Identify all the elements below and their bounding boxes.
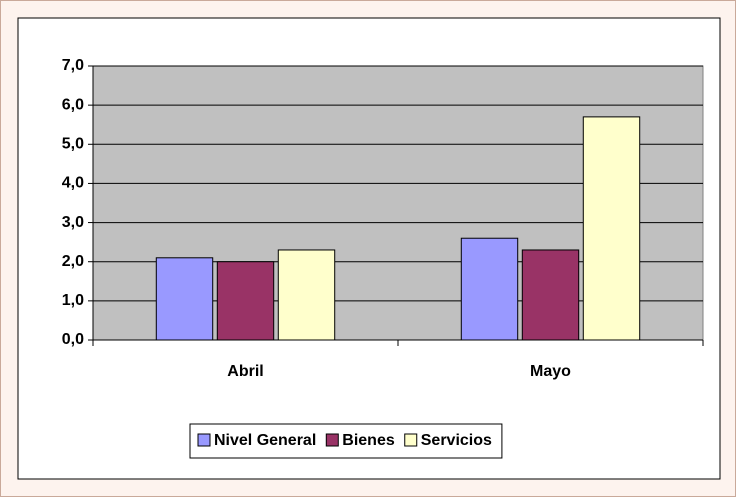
- legend-label: Bienes: [342, 432, 395, 449]
- bar: [521, 249, 580, 341]
- legend-swatch: [404, 433, 418, 447]
- legend: [189, 423, 503, 459]
- y-tick-label: 2,0: [62, 253, 84, 270]
- legend-swatch: [325, 433, 339, 447]
- y-tick-label: 5,0: [62, 136, 84, 153]
- y-tick-label: 1,0: [62, 292, 84, 309]
- x-tick-label: Mayo: [530, 363, 571, 380]
- x-tick-label: Abril: [227, 363, 263, 380]
- legend-label: Nivel General: [214, 432, 316, 449]
- y-tick-label: 6,0: [62, 96, 84, 113]
- bar: [216, 261, 275, 341]
- y-tick-label: 0,0: [62, 331, 84, 348]
- bar: [155, 257, 214, 341]
- y-tick-label: 4,0: [62, 175, 84, 192]
- bar: [277, 249, 336, 341]
- bar: [460, 237, 519, 341]
- bar: [582, 116, 641, 341]
- legend-swatch: [197, 433, 211, 447]
- legend-label: Servicios: [421, 432, 492, 449]
- y-tick-label: 3,0: [62, 214, 84, 231]
- y-tick-label: 7,0: [62, 57, 84, 74]
